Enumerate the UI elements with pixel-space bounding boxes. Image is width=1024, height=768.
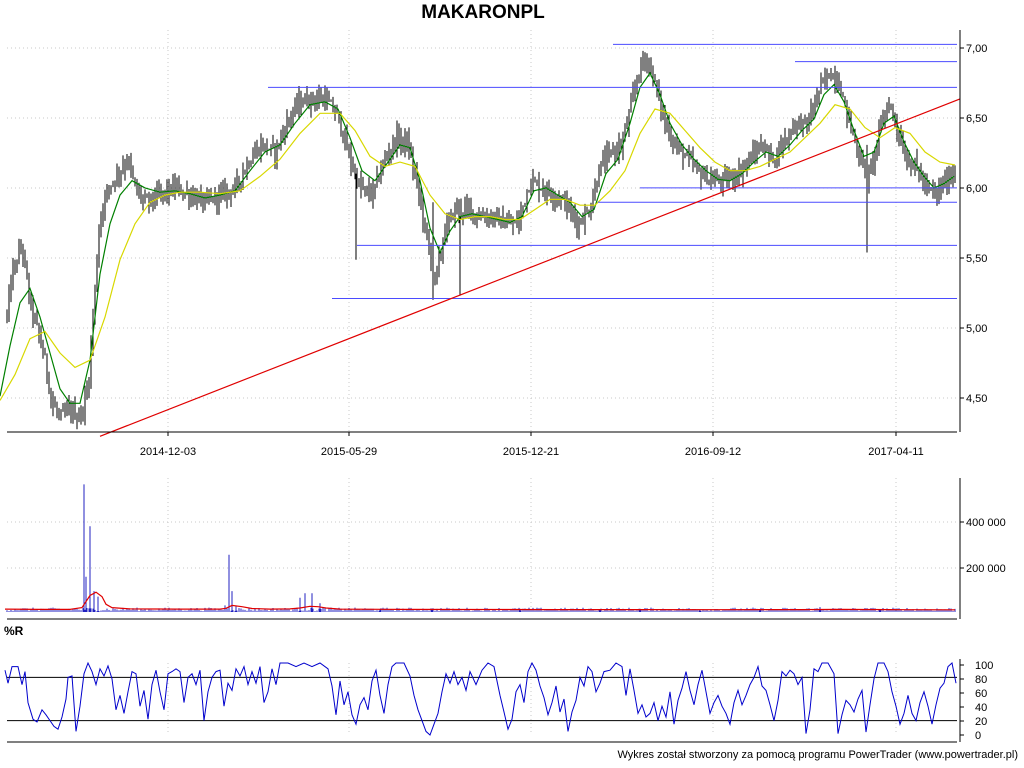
williams-r-line <box>4 661 957 736</box>
date-tick-label-4: 2017-04-11 <box>868 446 923 458</box>
price-ytick-label-0: 7,00 <box>966 43 987 55</box>
ma-fast-line <box>0 71 955 404</box>
date-tick-label-1: 2015-05-29 <box>321 446 377 458</box>
price-ytick-label-3: 5,50 <box>966 253 987 265</box>
wr-ytick-label-4: 20 <box>975 716 987 728</box>
volume-ytick-label-1: 200 000 <box>966 563 1006 575</box>
price-ytick-label-5: 4,50 <box>966 393 987 405</box>
volume-ytick-label-0: 400 000 <box>966 517 1006 529</box>
volume-panel: 400 000 200 000 <box>4 478 1006 620</box>
date-tick-label-3: 2016-09-12 <box>685 446 741 458</box>
price-ytick-label-2: 6,00 <box>966 183 987 195</box>
volume-ma-line <box>4 591 956 611</box>
date-tick-label-2: 2015-12-21 <box>503 446 559 458</box>
wr-ytick-label-0: 100 <box>975 660 993 672</box>
date-tick-label-0: 2014-12-03 <box>140 446 196 458</box>
williams-r-panel: 100 80 60 40 20 0 <box>4 659 993 743</box>
trend-line <box>99 98 961 437</box>
price-ytick-label-1: 6,50 <box>966 113 987 125</box>
wr-ytick-label-3: 40 <box>975 702 987 714</box>
wr-ytick-label-2: 60 <box>975 688 987 700</box>
price-ytick-label-4: 5,00 <box>966 323 987 335</box>
footer-credit: Wykres został stworzony za pomocą progra… <box>617 749 1018 761</box>
ma-slow-line <box>0 104 956 401</box>
chart-title: MAKARONPL <box>421 2 545 23</box>
wr-ytick-label-5: 0 <box>975 730 981 742</box>
wr-ytick-label-1: 80 <box>975 674 987 686</box>
williams-r-label: %R <box>4 624 24 638</box>
price-panel: 7,00 6,50 6,00 5,50 5,00 4,50 2014-12-03 2015-0… <box>0 30 987 458</box>
